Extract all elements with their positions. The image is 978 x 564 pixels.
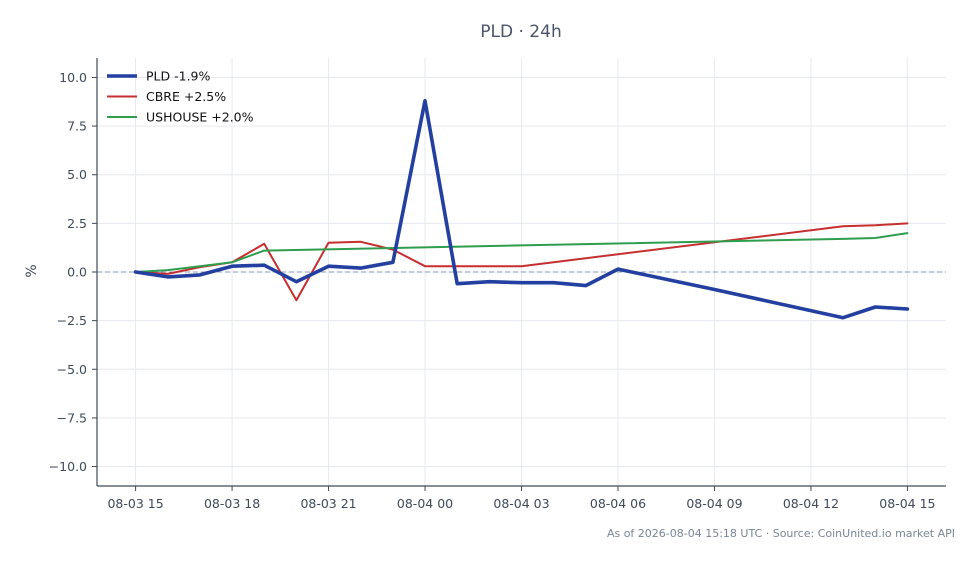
legend: PLD -1.9% CBRE +2.5% USHOUSE +2.0% bbox=[107, 69, 254, 125]
y-tick-label: 0.0 bbox=[67, 265, 87, 280]
legend-label-ushouse: USHOUSE +2.0% bbox=[146, 110, 254, 125]
y-tick-label: −5.0 bbox=[57, 362, 87, 377]
x-tick-label: 08-03 18 bbox=[204, 496, 260, 511]
x-tick-label: 08-03 21 bbox=[300, 496, 356, 511]
x-tick-label: 08-04 09 bbox=[686, 496, 742, 511]
y-tick-label: −2.5 bbox=[57, 313, 87, 328]
series-line-pld bbox=[133, 99, 910, 320]
series-line-ushouse bbox=[134, 232, 909, 273]
x-tick-label: 08-04 03 bbox=[493, 496, 549, 511]
y-tick-label: 2.5 bbox=[67, 216, 87, 231]
y-tick-label: −10.0 bbox=[49, 459, 87, 474]
grid bbox=[97, 58, 946, 486]
y-tick-label: 5.0 bbox=[67, 167, 87, 182]
y-tick-label: 7.5 bbox=[67, 119, 87, 134]
chart-title: PLD · 24h bbox=[480, 22, 561, 42]
x-tick-label: 08-04 15 bbox=[879, 496, 935, 511]
y-tick-label: −7.5 bbox=[57, 410, 87, 425]
y-axis-label: % bbox=[24, 264, 40, 277]
legend-label-cbre: CBRE +2.5% bbox=[146, 89, 226, 104]
x-tick-label: 08-04 06 bbox=[590, 496, 646, 511]
legend-label-pld: PLD -1.9% bbox=[146, 69, 210, 84]
y-tick-label: 10.0 bbox=[59, 70, 87, 85]
x-tick-label: 08-04 00 bbox=[397, 496, 453, 511]
x-tick-label: 08-03 15 bbox=[107, 496, 163, 511]
source-footer: As of 2026-08-04 15:18 UTC · Source: Coi… bbox=[607, 527, 955, 540]
x-tick-label: 08-04 12 bbox=[783, 496, 839, 511]
x-axis-ticks: 08-03 15 08-03 18 08-03 21 08-04 00 08-04 03… bbox=[107, 486, 936, 511]
y-axis-ticks: −10.0 −7.5 −5.0 −2.5 0.0 2.5 5.0 7.5 10.0 bbox=[49, 70, 97, 474]
series-group bbox=[133, 99, 910, 320]
